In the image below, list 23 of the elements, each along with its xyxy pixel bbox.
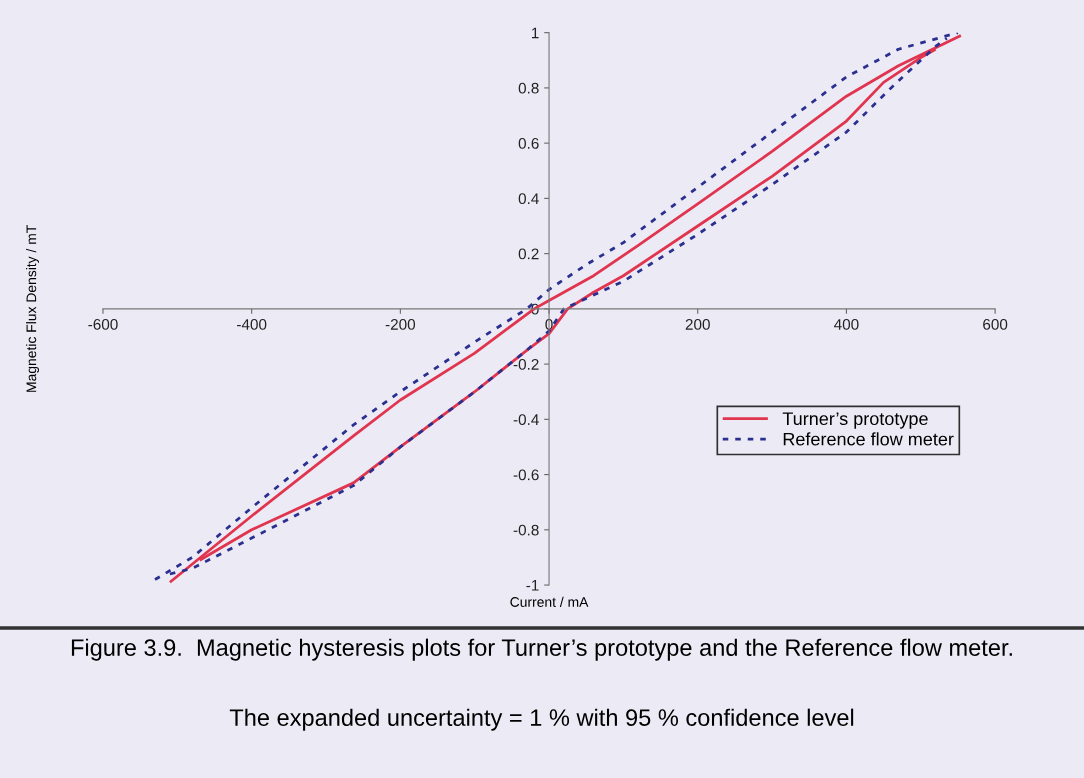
x-tick-label: -600 (88, 318, 118, 330)
text: The expanded uncertainty = 1 % with 95 % confidence level (229, 708, 854, 731)
y-tick-label: -0.6 (513, 469, 539, 481)
y-tick-label: -0.2 (513, 358, 539, 370)
y-tick-label: -1 (526, 580, 539, 591)
y-tick-label: -0.8 (513, 524, 539, 536)
y-tick-label: -0.4 (513, 414, 539, 426)
y-tick-label: 1 (531, 27, 539, 39)
x-tick-label: 400 (834, 318, 859, 330)
x-tick-label: -200 (385, 318, 416, 330)
y-tick-label: 0.2 (518, 248, 539, 260)
legend-label: Turner’s prototype (782, 412, 928, 429)
y-tick-label: 0.8 (518, 82, 539, 94)
x-tick-label: -400 (237, 318, 267, 330)
y-tick-label: 0.4 (518, 193, 539, 205)
legend-label: Reference flow meter (783, 432, 954, 446)
y-tick-label: 0.6 (518, 138, 539, 149)
y-axis-title: Magnetic Flux Density / mT (26, 225, 39, 392)
x-axis-title: Current / mA (510, 596, 589, 607)
x-tick-label: 600 (983, 318, 1008, 330)
caption: Figure 3.9. Magnetic hysteresis plots for Turner’s prototype and the Reference flow meter. (71, 638, 1012, 661)
x-tick-label: 200 (685, 318, 710, 330)
x-tick-label: 0 (545, 318, 553, 330)
